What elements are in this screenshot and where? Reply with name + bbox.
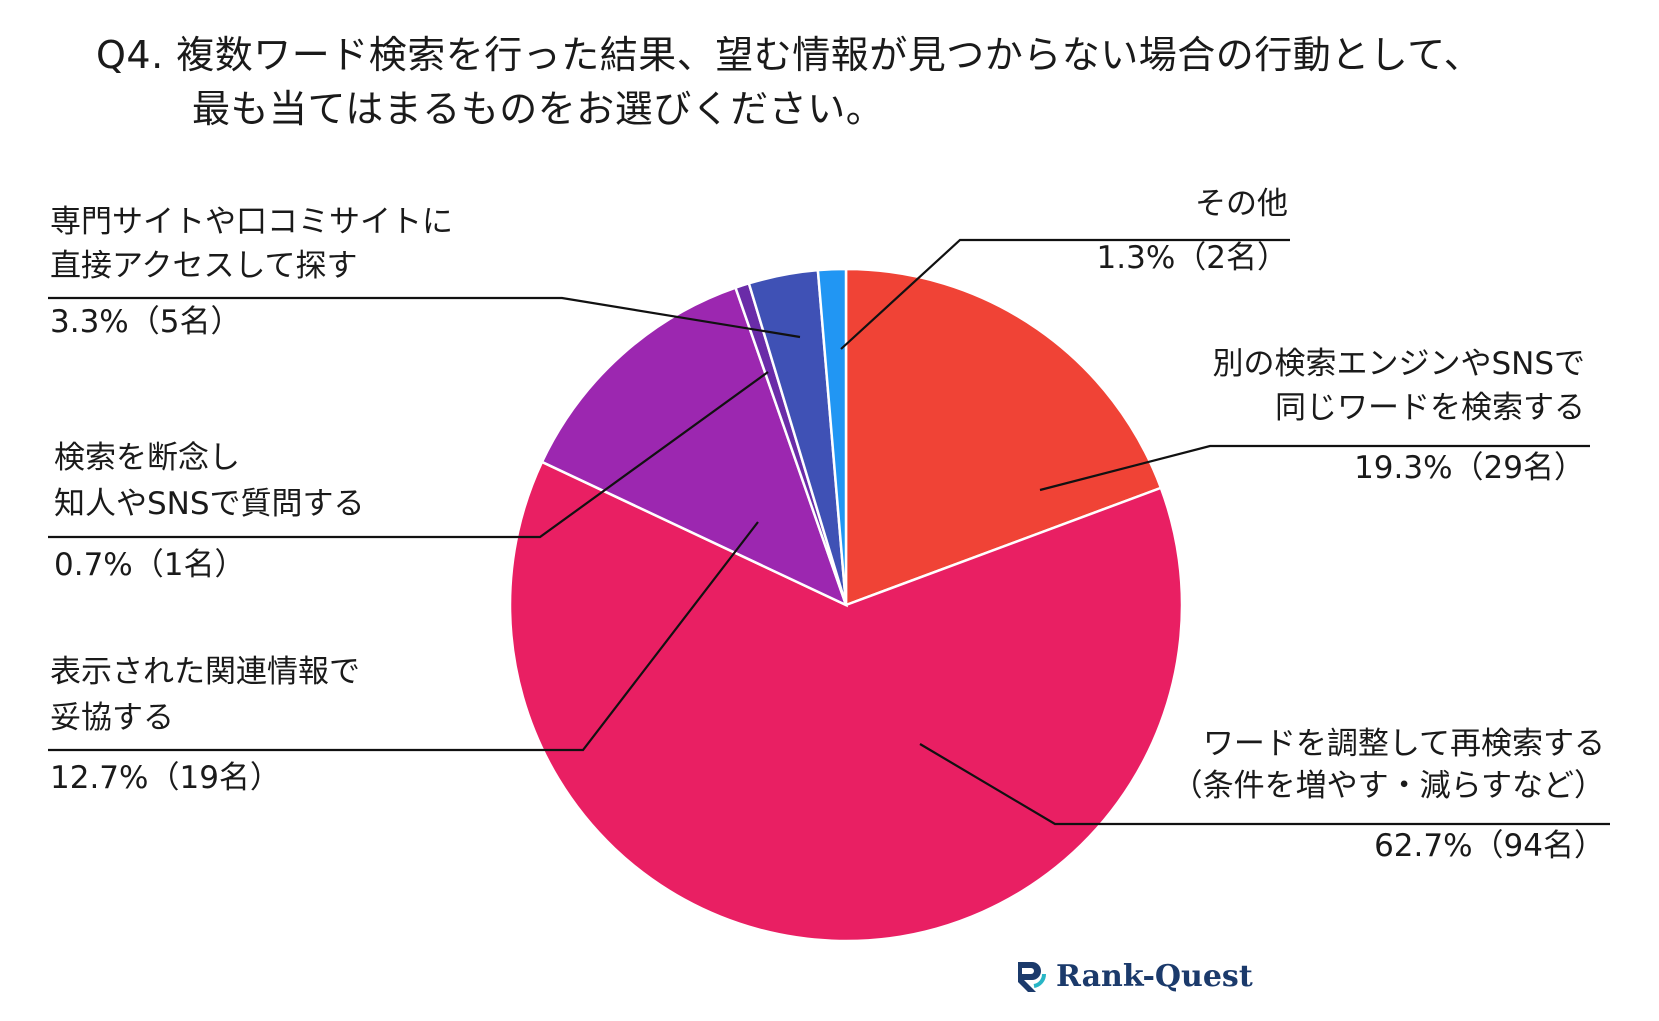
leader-line-compromise <box>48 521 759 752</box>
slice-label-alt-engine-line-1: 別の検索エンジンやSNSで <box>1212 346 1585 382</box>
slice-label-compromise-line-1: 表示された関連情報で <box>50 654 360 690</box>
slice-label-specialist-site-line-2: 直接アクセスして探す <box>50 248 358 284</box>
slice-value-label-specialist-site: 3.3%（5名） <box>50 304 241 340</box>
slice-value-label-compromise: 12.7%（19名） <box>50 760 281 796</box>
slice-label-alt-engine-line-2: 同じワードを検索する <box>1275 390 1585 426</box>
pie-slice-alt-engine <box>844 267 1163 607</box>
slice-label-give-up-line-1: 検索を断念し <box>54 440 240 476</box>
slice-label-adjust-words-line-2: （条件を増やす・減らすなど） <box>1172 768 1605 804</box>
slice-value-label-adjust-words: 62.7%（94名） <box>1374 828 1605 864</box>
slice-value-label-alt-engine: 19.3%（29名） <box>1354 450 1585 486</box>
leader-line-alt-engine <box>1039 444 1590 492</box>
logo-text: Rank-Quest <box>1056 958 1253 994</box>
slice-label-adjust-words-line-1: ワードを調整して再検索する <box>1203 726 1605 762</box>
slice-label-other-line-1: その他 <box>1195 186 1288 222</box>
slice-value-label-other: 1.3%（2名） <box>1097 240 1288 276</box>
slice-label-compromise-line-2: 妥協する <box>50 700 174 736</box>
pie-slice-other <box>816 267 848 606</box>
leader-line-specialist-site <box>48 296 801 339</box>
rank-quest-logo-icon <box>1016 962 1047 992</box>
slice-value-label-give-up: 0.7%（1名） <box>54 547 245 583</box>
leader-line-adjust-words <box>919 743 1610 826</box>
chart-title: Q4. 複数ワード検索を行った結果、望む情報が見つからない場合の行動として、 最… <box>96 28 1482 136</box>
pie-slice-compromise <box>540 286 849 608</box>
rank-quest-logo: Rank-Quest <box>1010 956 1253 996</box>
leader-line-give-up <box>48 371 769 539</box>
slice-label-give-up-line-2: 知人やSNSで質問する <box>54 486 365 522</box>
chart-title-line-2: 最も当てはまるものをお選びください。 <box>192 87 885 131</box>
leader-line-other <box>840 238 1290 350</box>
slice-label-specialist-site-line-1: 専門サイトや口コミサイトに <box>50 204 453 240</box>
pie-slice-adjust-words <box>508 460 1184 943</box>
chart-title-line-1: Q4. 複数ワード検索を行った結果、望む情報が見つからない場合の行動として、 <box>96 33 1483 77</box>
